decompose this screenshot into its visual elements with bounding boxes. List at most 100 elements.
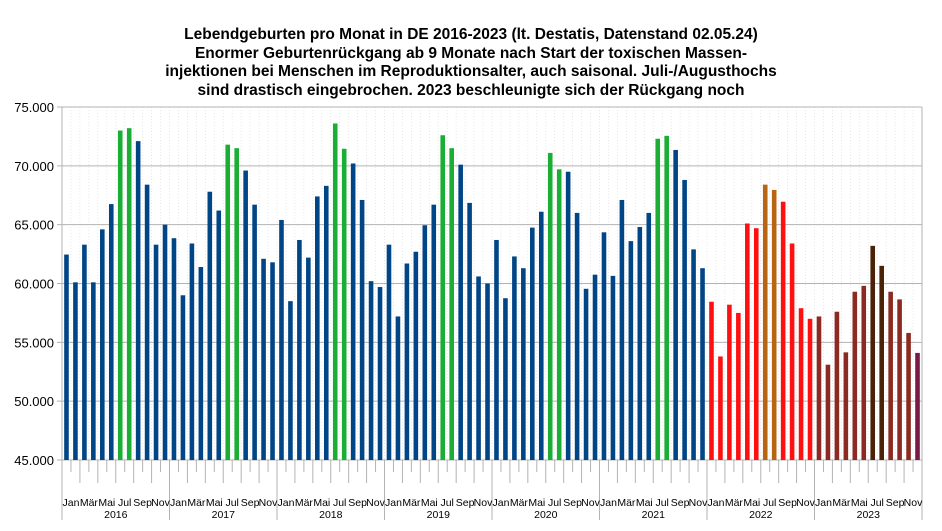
x-tick-label-month: Jan <box>600 497 617 509</box>
chart-title: Lebendgeburten pro Monat in DE 2016-2023… <box>0 26 942 100</box>
bar-2019-11 <box>476 276 481 460</box>
bar-2020-5 <box>530 227 535 460</box>
bar-2023-8 <box>879 265 884 460</box>
bar-2019-1 <box>386 244 392 460</box>
x-tick-label-month: Mär <box>295 497 314 509</box>
x-tick-label-month: Sep <box>778 497 797 509</box>
bar-2018-3 <box>297 239 302 460</box>
bar-2023-6 <box>861 285 867 460</box>
x-tick-label-month: Nov <box>689 497 708 509</box>
bar-2022-12 <box>807 318 813 460</box>
bar-2018-2 <box>288 301 293 460</box>
x-tick-label-month: Mai <box>313 497 330 509</box>
bar-2017-3 <box>189 243 195 460</box>
bar-2020-9 <box>565 171 571 460</box>
x-tick-label-month: Nov <box>581 497 600 509</box>
x-tick-label-month: Sep <box>348 497 367 509</box>
bar-2023-4 <box>843 352 849 460</box>
bar-2016-11 <box>153 244 159 460</box>
bar-2022-7 <box>762 184 768 460</box>
bar-2019-3 <box>404 263 410 460</box>
x-tick-label-month: Sep <box>563 497 582 509</box>
bar-2020-8 <box>556 169 562 461</box>
bar-2018-9 <box>350 163 356 461</box>
bar-2016-1 <box>64 254 69 460</box>
bar-2021-12 <box>700 268 705 460</box>
bar-2018-6 <box>323 185 329 460</box>
x-tick-label-year: 2021 <box>642 509 666 521</box>
bar-2023-12 <box>915 352 920 460</box>
bar-2023-7 <box>870 245 876 460</box>
bar-2019-4 <box>413 251 419 460</box>
bar-2020-10 <box>574 212 580 460</box>
bar-2021-6 <box>646 212 652 460</box>
bar-2022-3 <box>727 304 732 460</box>
bar-2023-10 <box>897 299 902 460</box>
bar-2019-7 <box>440 135 446 461</box>
y-tick-label: 50.000 <box>14 394 54 409</box>
x-tick-label-month: Mai <box>743 497 760 509</box>
bar-2017-5 <box>207 191 213 460</box>
bar-2022-10 <box>789 243 795 460</box>
bar-2017-8 <box>234 148 239 460</box>
bar-2023-11 <box>906 332 911 460</box>
x-tick-label-month: Nov <box>151 497 170 509</box>
bar-2021-2 <box>610 275 616 460</box>
bar-2021-5 <box>637 227 643 460</box>
bar-2019-9 <box>458 164 463 460</box>
x-tick-label-month: Mär <box>725 497 744 509</box>
bar-2016-10 <box>144 184 150 460</box>
bar-2019-12 <box>485 283 490 460</box>
bar-2021-1 <box>601 232 607 460</box>
y-axis-ticks: 45.000 50.000 55.000 60.000 65.000 70.000 75.0… <box>14 100 54 468</box>
x-tick-label-month: Jan <box>815 497 832 509</box>
y-tick-label: 55.000 <box>14 335 54 350</box>
bar-2018-10 <box>359 199 365 460</box>
bar-2022-9 <box>780 201 786 460</box>
y-tick-label: 65.000 <box>14 218 54 233</box>
bar-2020-7 <box>547 152 553 460</box>
title-line-1: Lebendgeburten pro Monat in DE 2016-2023… <box>184 26 758 43</box>
bar-2021-4 <box>628 241 634 460</box>
bar-2017-11 <box>261 258 266 460</box>
bar-2021-3 <box>619 199 625 460</box>
bar-2017-6 <box>216 210 222 460</box>
bar-2018-4 <box>306 257 311 460</box>
bar-2022-1 <box>709 301 714 460</box>
bar-2017-7 <box>225 144 231 460</box>
x-tick-label-year: 2020 <box>534 509 558 521</box>
title-line-4: sind drastisch eingebrochen. 2023 beschl… <box>197 81 745 99</box>
x-tick-label-month: Jul <box>225 497 238 509</box>
x-tick-label-month: Sep <box>133 497 152 509</box>
x-tick-label-month: Jul <box>870 497 883 509</box>
x-tick-label-month: Jul <box>655 497 668 509</box>
x-tick-label-month: Mai <box>421 497 438 509</box>
x-tick-label-month: Jul <box>118 497 131 509</box>
bar-2017-9 <box>243 170 248 461</box>
bar-2017-2 <box>180 295 186 460</box>
bar-2022-5 <box>745 223 750 460</box>
bar-2021-8 <box>664 135 669 460</box>
x-tick-label-month: Jan <box>385 497 402 509</box>
x-tick-label-month: Sep <box>671 497 690 509</box>
x-tick-label-year: 2017 <box>212 509 236 521</box>
bar-2016-9 <box>135 141 141 460</box>
x-tick-label-month: Nov <box>259 497 278 509</box>
x-tick-label-month: Jan <box>278 497 295 509</box>
bar-2023-3 <box>834 311 840 460</box>
bar-2021-10 <box>682 179 687 460</box>
bar-2021-7 <box>655 138 661 460</box>
x-tick-label-month: Mär <box>402 497 421 509</box>
bars <box>64 123 920 461</box>
bar-2017-4 <box>198 267 204 460</box>
bar-2022-8 <box>771 189 777 460</box>
x-tick-label-month: Mai <box>636 497 653 509</box>
axes <box>61 107 923 460</box>
bar-2022-2 <box>718 356 723 460</box>
bar-2017-12 <box>270 262 275 460</box>
bar-2019-8 <box>449 148 454 460</box>
x-tick-label-month: Mai <box>206 497 223 509</box>
bar-2016-7 <box>117 130 123 460</box>
y-tick-label: 45.000 <box>14 453 54 468</box>
x-tick-label-month: Jan <box>493 497 510 509</box>
